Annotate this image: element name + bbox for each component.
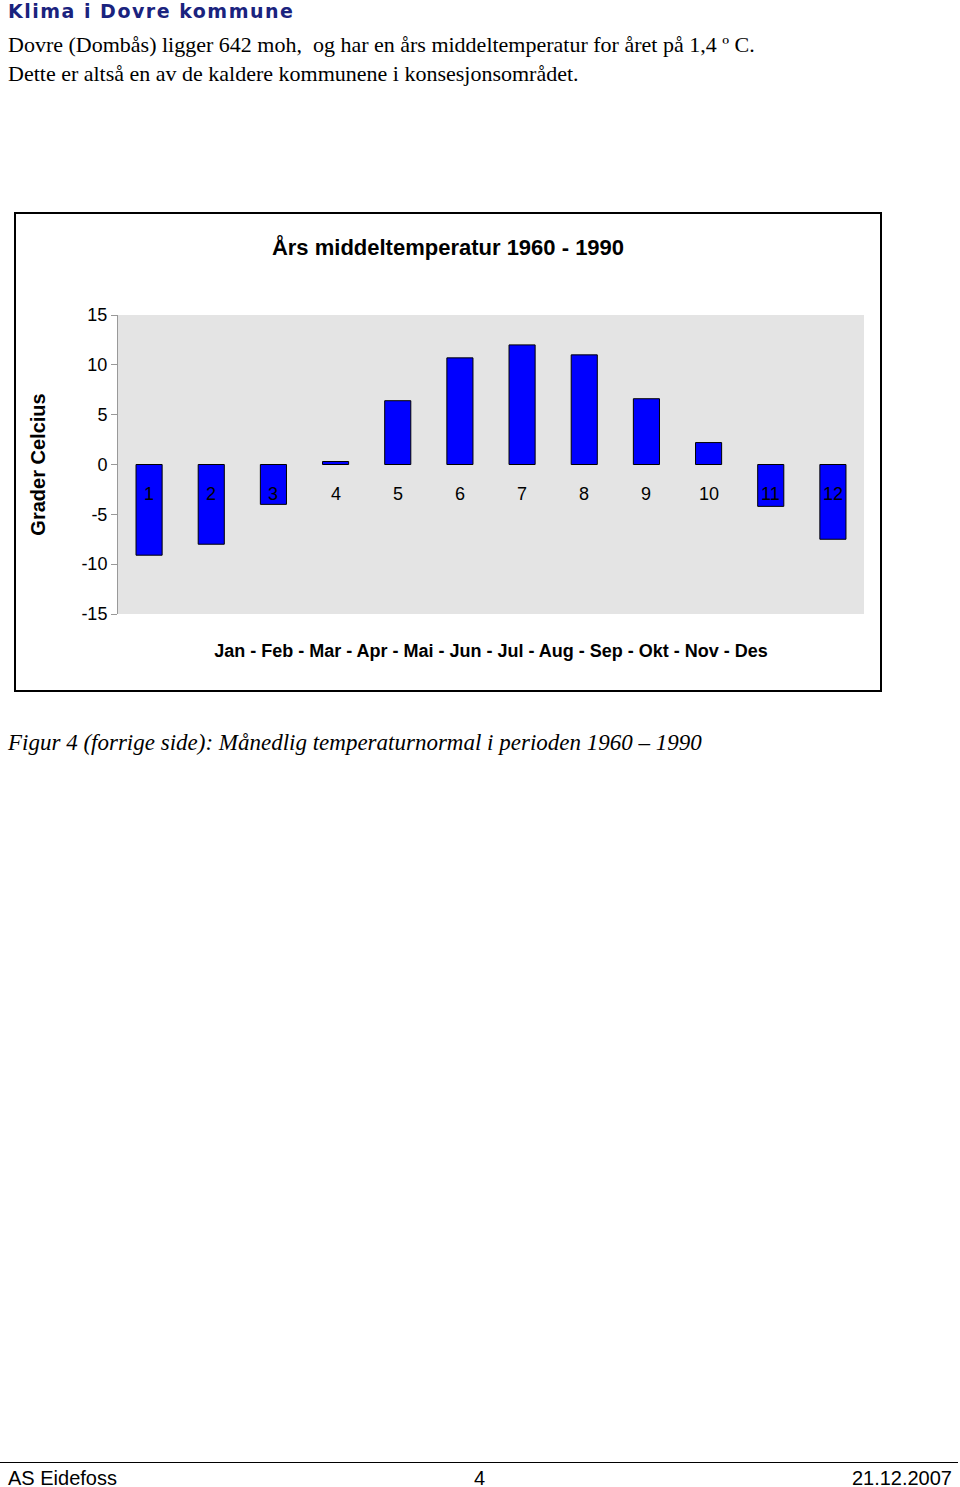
svg-text:10: 10 [87,355,107,375]
svg-text:7: 7 [517,484,527,504]
html-text:Klima i Dovre kommune: Klima i Dovre kommune [8,0,295,22]
svg-text:Jan - Feb - Mar - Apr - Mai -: Jan - Feb - Mar - Apr - Mai - Jun - Jul … [214,641,768,661]
svg-text:12: 12 [823,484,843,504]
svg-text:Års middeltemperatur 1960 - 19: Års middeltemperatur 1960 - 1990 [272,234,624,260]
svg-text:15: 15 [87,305,107,325]
svg-text:2: 2 [206,484,216,504]
svg-text:-5: -5 [91,505,107,525]
svg-text:-10: -10 [81,554,107,574]
svg-text:5: 5 [97,405,107,425]
html-text:Dette er altså en av de kalder: Dette er altså en av de kaldere kommunen… [8,61,579,86]
svg-text:3: 3 [268,484,278,504]
svg-text:6: 6 [455,484,465,504]
svg-text:10: 10 [699,484,719,504]
svg-text:Grader Celcius: Grader Celcius [27,393,49,535]
html-text:Dovre (Dombås) ligger 642 moh,: Dovre (Dombås) ligger 642 moh, og har en… [8,32,755,57]
svg-text:-15: -15 [81,604,107,624]
svg-text:1: 1 [144,484,154,504]
svg-text:8: 8 [579,484,589,504]
svg-text:9: 9 [641,484,651,504]
html-text:Figur 4 (forrige side): Månedl: Figur 4 (forrige side): Månedlig tempera… [8,730,702,755]
svg-text:5: 5 [393,484,403,504]
svg-text:11: 11 [761,484,780,504]
svg-text:0: 0 [97,455,107,475]
svg-text:4: 4 [331,484,341,504]
